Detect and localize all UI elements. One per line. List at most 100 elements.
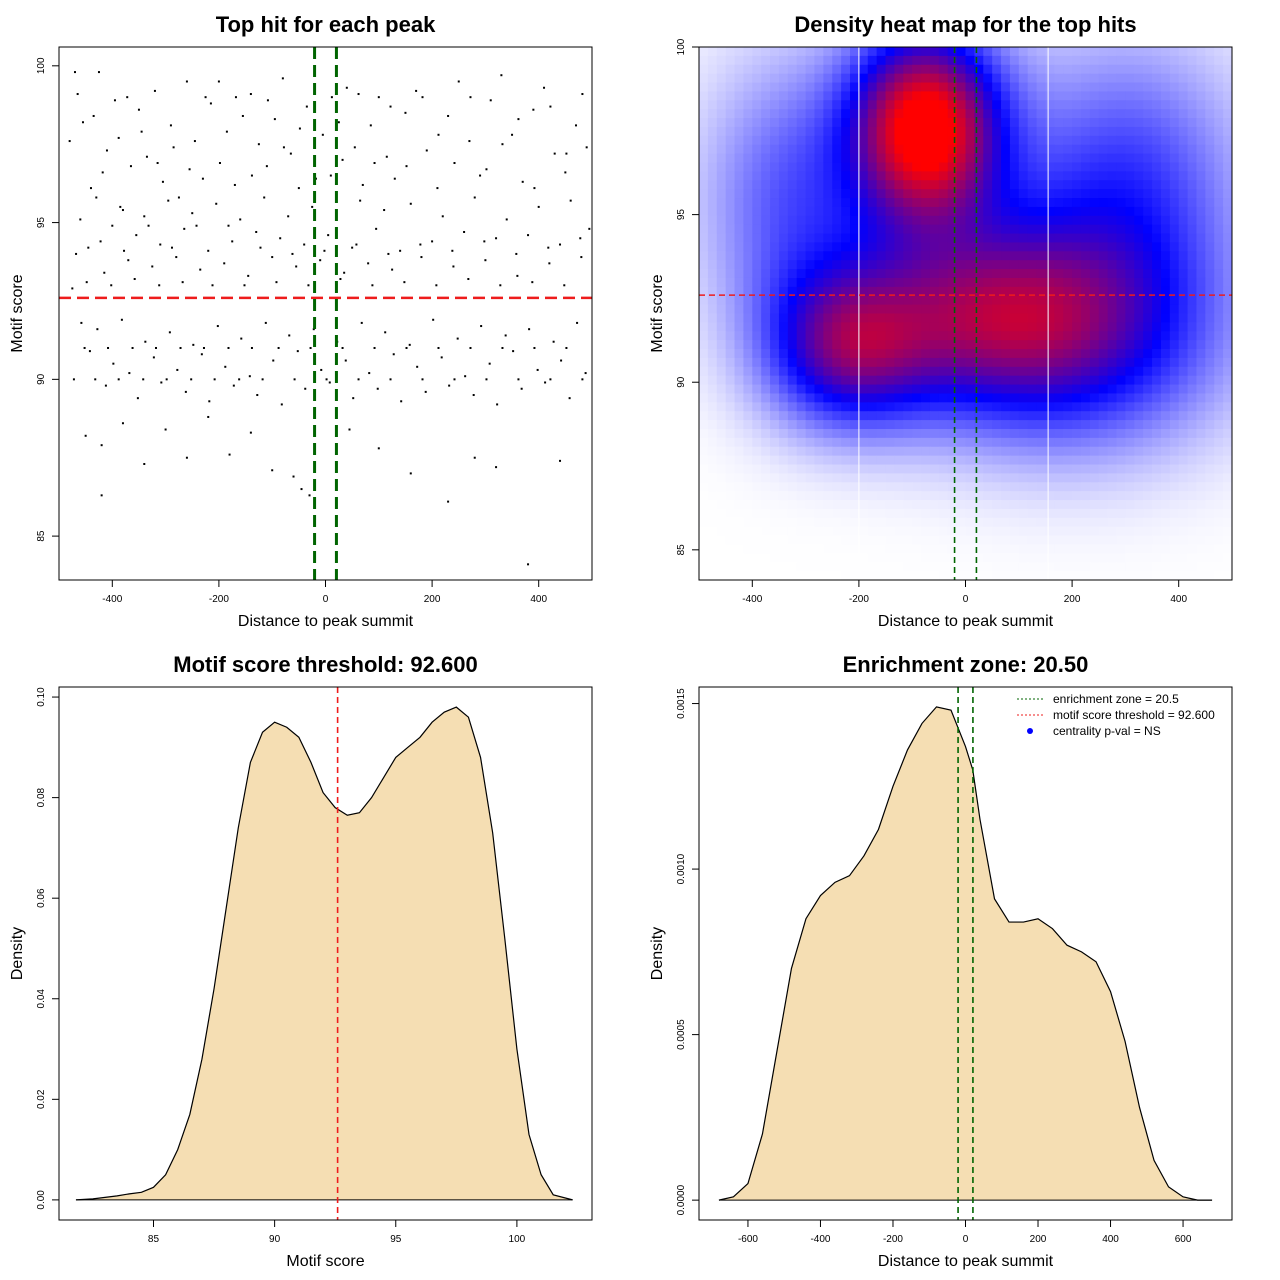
heatmap-cell (778, 411, 789, 421)
heatmap-cell (707, 411, 718, 421)
heatmap-cell (1178, 224, 1189, 235)
heatmap-cell (1001, 375, 1011, 386)
heatmap-cell (823, 269, 833, 279)
data-point (257, 143, 260, 146)
heatmap-cell (938, 233, 949, 244)
heatmap-cell (965, 500, 975, 510)
heatmap-cell (858, 393, 869, 403)
heatmap-cell (1027, 420, 1038, 430)
heatmap-cell (707, 375, 718, 386)
heatmap-cell (867, 428, 878, 439)
heatmap-cell (1116, 411, 1126, 421)
heatmap-cell (956, 313, 967, 323)
heatmap-cell (1098, 224, 1109, 235)
heatmap-cell (1152, 357, 1162, 368)
heatmap-cell (1214, 82, 1224, 93)
heatmap-cell (867, 269, 878, 279)
heatmap-cell (938, 402, 949, 412)
heatmap-cell (1107, 393, 1118, 403)
heatmap-cell (796, 109, 807, 119)
heatmap-cell (1018, 224, 1029, 235)
heatmap-cell (903, 91, 913, 101)
heatmap-cell (1169, 180, 1180, 190)
heatmap-cell (814, 144, 824, 155)
heatmap-cell (796, 215, 807, 226)
heatmap-cell (894, 553, 904, 563)
heatmap-cell (1107, 464, 1118, 474)
heatmap-cell (938, 437, 949, 448)
heatmap-cell (752, 322, 762, 332)
heatmap-cell (992, 162, 1002, 172)
heatmap-cell (903, 526, 913, 537)
heatmap-cell (894, 295, 904, 306)
heatmap-cell (1187, 82, 1198, 93)
heatmap-cell (1152, 526, 1162, 537)
heatmap-cell (956, 233, 967, 244)
heatmap-cell (814, 260, 824, 270)
data-point (467, 278, 470, 281)
heatmap-cell (912, 393, 922, 403)
data-point (468, 140, 471, 143)
heatmap-cell (947, 491, 958, 501)
data-point (265, 165, 268, 168)
heatmap-cell (743, 162, 753, 172)
heatmap-cell (725, 180, 736, 190)
heatmap-cell (823, 553, 833, 563)
data-point (341, 346, 344, 349)
heatmap-cell (761, 242, 771, 252)
heatmap-cell (903, 118, 913, 128)
data-point (516, 274, 519, 277)
heatmap-cell (1134, 109, 1144, 119)
heatmap-cell (832, 571, 842, 580)
y-tick-label: 0.0005 (676, 1019, 687, 1050)
heatmap-cell (832, 464, 842, 474)
heatmap-cell (1063, 446, 1073, 457)
data-point (185, 80, 188, 83)
heatmap-cell (707, 562, 718, 572)
heatmap-cell (805, 198, 816, 208)
heatmap-cell (1196, 553, 1206, 563)
heatmap-cell (1169, 233, 1180, 244)
heatmap-cell (965, 260, 975, 270)
heatmap-cell (787, 553, 798, 563)
heatmap-cell (992, 286, 1002, 297)
heatmap-cell (983, 384, 993, 395)
heatmap-cell (796, 384, 807, 395)
heatmap-cell (823, 393, 833, 403)
heatmap-cell (1107, 562, 1118, 572)
heatmap-cell (1143, 411, 1153, 421)
heatmap-cell (876, 171, 887, 181)
heatmap-cell (885, 349, 896, 359)
heatmap-cell (1098, 118, 1109, 128)
heatmap-cell (707, 428, 718, 439)
heatmap-cell (858, 375, 869, 386)
heatmap-cell (707, 73, 718, 84)
data-point (544, 381, 547, 384)
heatmap-cell (761, 322, 771, 332)
heatmap-cell (778, 446, 789, 457)
heatmap-cell (1116, 446, 1126, 457)
data-point (234, 96, 237, 99)
heatmap-cell (796, 135, 807, 146)
data-point (147, 224, 150, 227)
heatmap-cell (965, 286, 975, 297)
heatmap-cell (947, 322, 958, 332)
heatmap-cell (699, 482, 709, 492)
heatmap-cell (707, 206, 718, 217)
data-point (501, 143, 504, 146)
data-point (261, 378, 264, 381)
heatmap-cell (1178, 508, 1189, 519)
heatmap-cell (814, 455, 824, 466)
heatmap-cell (1063, 393, 1073, 403)
heatmap-cell (823, 491, 833, 501)
heatmap-cell (832, 517, 842, 528)
heatmap-cell (876, 295, 887, 306)
heatmap-cell (805, 82, 816, 93)
heatmap-cell (1152, 535, 1162, 546)
heatmap-cell (814, 206, 824, 217)
heatmap-cell (1160, 198, 1171, 208)
data-point (496, 403, 499, 406)
heatmap-cell (947, 198, 958, 208)
heatmap-cell (752, 402, 762, 412)
heatmap-cell (903, 180, 913, 190)
